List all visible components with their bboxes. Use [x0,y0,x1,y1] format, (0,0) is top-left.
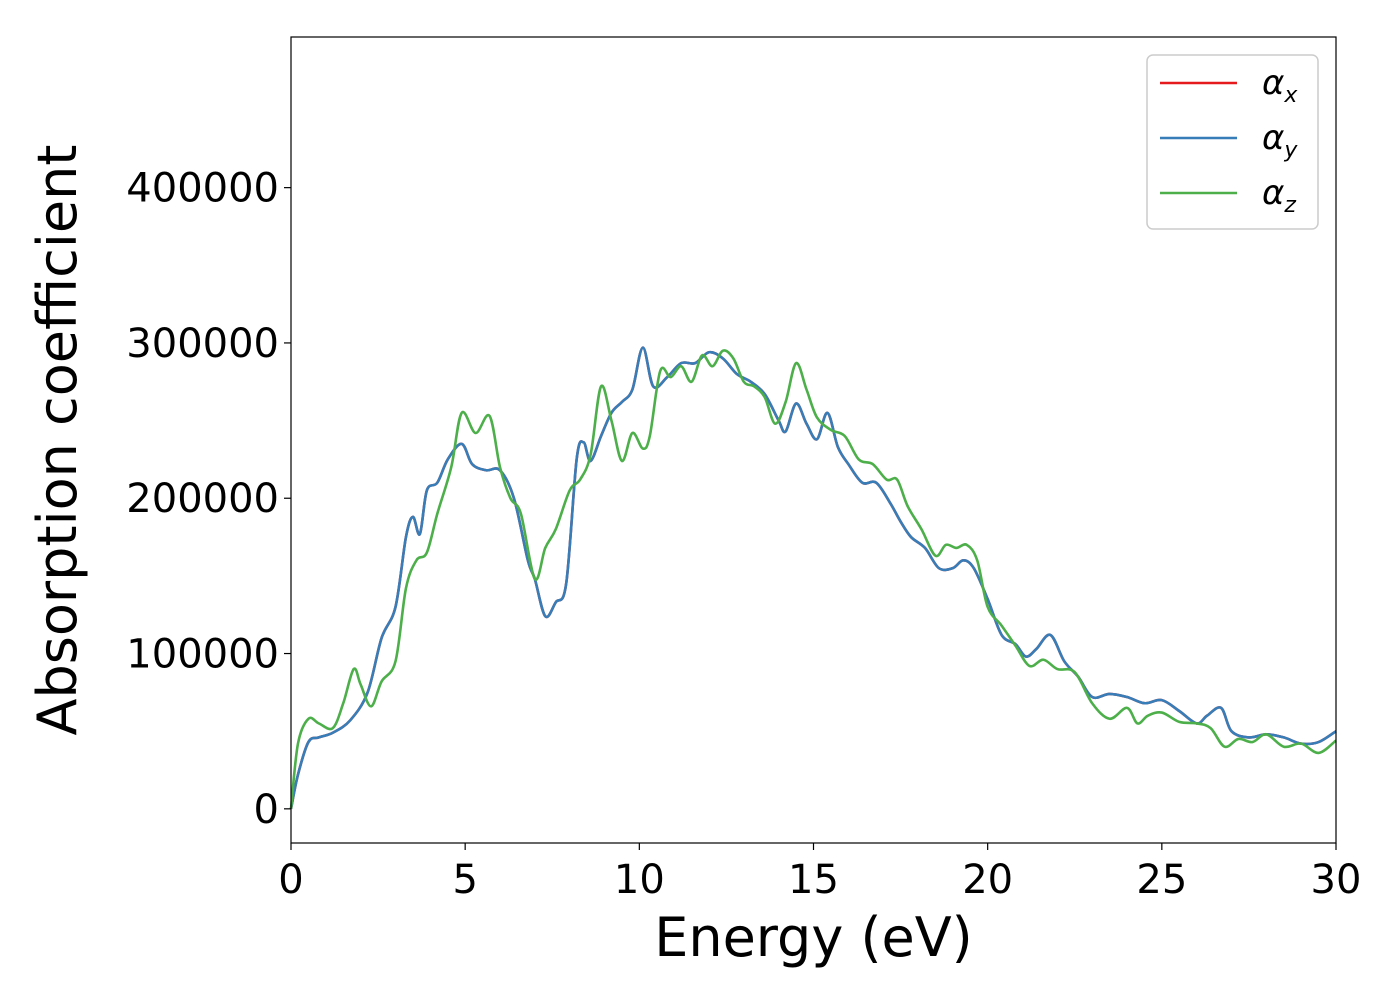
y-tick-label: 400000 [126,166,279,212]
x-tick-label: 0 [278,857,303,903]
y-axis-label: Absorption coefficient [26,145,89,736]
x-axis-label: Energy (eV) [654,906,973,969]
legend-items: αx αy αz [1160,63,1298,218]
series-line-y [289,346,1337,810]
x-tick-label: 30 [1311,857,1362,903]
y-tick-label: 200000 [126,476,279,522]
x-axis-ticks: 0 5 10 15 20 25 30 [278,843,1361,903]
x-tick-label: 25 [1136,857,1187,903]
legend-label-z: αz [1262,173,1296,218]
y-tick-label: 300000 [126,321,279,367]
y-tick-label: 100000 [126,632,279,678]
x-tick-label: 10 [614,857,665,903]
legend-box [1146,54,1319,230]
legend-label-x: αx [1262,63,1298,108]
y-axis-ticks: 0 100000 200000 300000 400000 [126,166,291,833]
x-tick-label: 20 [962,857,1013,903]
legend-label-y: αy [1262,118,1298,163]
series-line-z [289,349,1337,809]
x-tick-label: 15 [788,857,839,903]
series-layer [289,346,1337,810]
x-tick-label: 5 [452,857,477,903]
y-tick-label: 0 [254,787,279,833]
legend: αx αy αz [1146,54,1319,230]
